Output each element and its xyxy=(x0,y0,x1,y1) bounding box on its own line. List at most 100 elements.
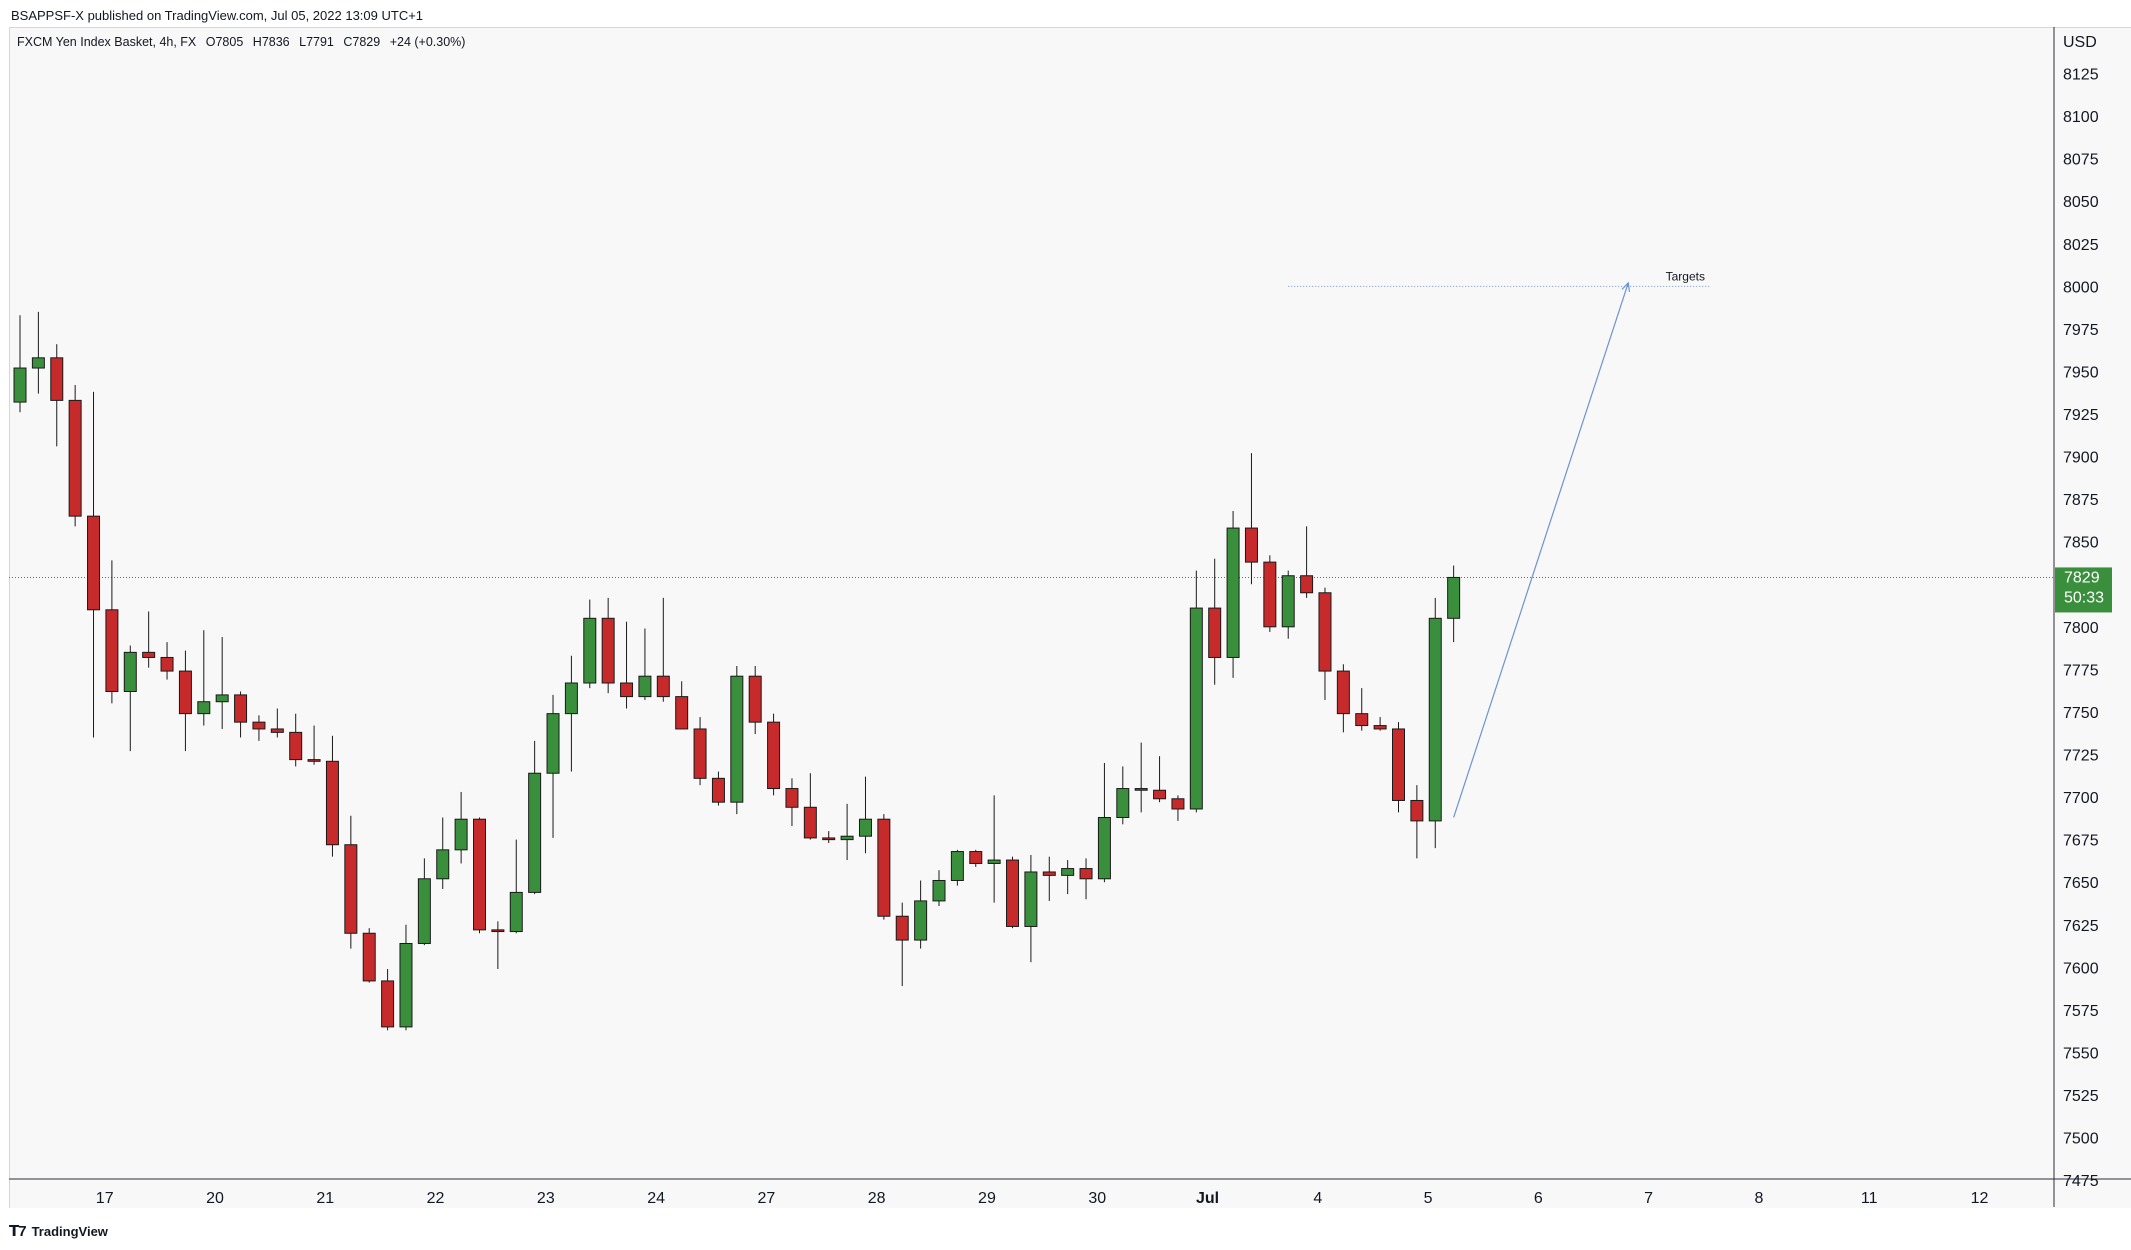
candle-body-down xyxy=(344,844,358,934)
candles-layer xyxy=(13,311,1461,1031)
price-tick-label: 8100 xyxy=(2063,109,2099,126)
candle-body-up xyxy=(1281,575,1295,628)
candle-body-up xyxy=(197,701,211,715)
price-tick-label: 8075 xyxy=(2063,152,2099,169)
candle-body-up xyxy=(31,357,45,369)
arrow-head-icon xyxy=(1621,281,1631,292)
price-tick-label: 7600 xyxy=(2063,960,2099,977)
price-tick-label: 7975 xyxy=(2063,322,2099,339)
legend-high: 7836 xyxy=(262,35,290,49)
candle-body-up xyxy=(215,694,229,703)
candle-body-down xyxy=(656,675,670,698)
price-tick-label: 7475 xyxy=(2063,1173,2099,1190)
time-tick-label: 12 xyxy=(1971,1190,1989,1207)
legend-symbol: FXCM Yen Index Basket, 4h, FX xyxy=(17,35,197,49)
candle-body-down xyxy=(307,759,321,762)
candle-body-down xyxy=(381,980,395,1028)
footer-brand: TradingView xyxy=(31,1223,108,1239)
price-tick-label: 8125 xyxy=(2063,67,2099,84)
price-tick-label: 7700 xyxy=(2063,790,2099,807)
legend-change: +24 (+0.30%) xyxy=(390,35,466,49)
candle-body-up xyxy=(417,878,431,944)
legend-low-label: L xyxy=(299,35,306,49)
candle-body-up xyxy=(509,891,523,933)
legend-open: 7805 xyxy=(215,35,243,49)
price-tick-label: 7900 xyxy=(2063,450,2099,467)
drawings-layer[interactable]: Targets xyxy=(1288,269,1711,818)
candle-body-down xyxy=(1318,592,1332,672)
last-price-label: 7829 50:33 xyxy=(2055,567,2112,613)
price-tick-label: 7550 xyxy=(2063,1045,2099,1062)
candle-body-down xyxy=(105,609,119,693)
candle-body-down xyxy=(1263,561,1277,628)
projection-arrow-line[interactable] xyxy=(1453,282,1629,818)
candle-body-down xyxy=(270,728,284,733)
legend-high-label: H xyxy=(253,35,262,49)
price-tick-label: 7675 xyxy=(2063,833,2099,850)
candle-body-down xyxy=(325,760,339,846)
candle-body-down xyxy=(803,806,817,839)
candle-body-down xyxy=(1300,575,1314,594)
candle-body-up xyxy=(436,849,450,880)
candle-body-up xyxy=(1061,868,1075,876)
time-tick-label: 6 xyxy=(1534,1190,1543,1207)
candle-body-up xyxy=(638,675,652,698)
price-tick-label: 7800 xyxy=(2063,620,2099,637)
candle-body-up xyxy=(950,851,964,881)
candle-body-up xyxy=(1189,607,1203,810)
candle-body-down xyxy=(50,357,64,401)
candle-body-up xyxy=(914,900,928,941)
price-tick-label: 7925 xyxy=(2063,407,2099,424)
price-tick-label: 7750 xyxy=(2063,705,2099,722)
candle-body-down xyxy=(693,728,707,779)
candle-body-down xyxy=(1006,859,1020,927)
price-tick-label: 7950 xyxy=(2063,364,2099,381)
legend-open-label: O xyxy=(206,35,216,49)
candle-body-down xyxy=(252,721,266,730)
candle-body-up xyxy=(858,818,872,837)
price-tick-label: 7850 xyxy=(2063,535,2099,552)
candle-body-down xyxy=(289,731,303,761)
time-tick-label: 20 xyxy=(206,1190,224,1207)
price-tick-label: 7875 xyxy=(2063,492,2099,509)
time-axis: 17 20 21 22 23 24 27 28 29 30 Jul 4 5 6 7 8 11 12 xyxy=(96,1190,1989,1207)
time-tick-label: Jul xyxy=(1196,1190,1219,1207)
price-tick-label: 7575 xyxy=(2063,1003,2099,1020)
candle-body-down xyxy=(1336,670,1350,715)
time-tick-label: 21 xyxy=(316,1190,334,1207)
candle-body-up xyxy=(546,713,560,774)
candle-body-down xyxy=(234,694,248,723)
time-tick-label: 11 xyxy=(1861,1190,1878,1207)
price-axis: 8125 8100 8075 8050 8025 8000 7975 7950 7925 7900… xyxy=(2063,67,2099,1191)
candle-body-down xyxy=(711,777,725,803)
chart-legend: FXCM Yen Index Basket, 4h, FX O7805 H783… xyxy=(17,35,465,49)
footer-branding[interactable]: 𝗧7 TradingView xyxy=(9,1222,108,1240)
candle-body-down xyxy=(1171,798,1185,810)
candle-body-down xyxy=(362,932,376,982)
target-label[interactable]: Targets xyxy=(1666,269,1705,283)
price-tick-label: 7650 xyxy=(2063,875,2099,892)
legend-close: 7829 xyxy=(352,35,380,49)
time-tick-label: 27 xyxy=(757,1190,775,1207)
candle-body-up xyxy=(528,772,542,893)
price-tick-label: 8050 xyxy=(2063,194,2099,211)
time-tick-label: 28 xyxy=(868,1190,886,1207)
candle-body-down xyxy=(675,696,689,730)
currency-label: USD xyxy=(2063,34,2097,51)
candle-body-up xyxy=(932,879,946,902)
legend-low: 7791 xyxy=(306,35,334,49)
bar-countdown: 50:33 xyxy=(2064,589,2104,606)
candle-body-up xyxy=(454,818,468,851)
candle-body-up xyxy=(1447,576,1461,619)
candle-body-down xyxy=(822,837,836,841)
chart-pane[interactable] xyxy=(9,27,2131,1208)
candle-body-down xyxy=(1134,788,1148,791)
legend-close-label: C xyxy=(343,35,352,49)
candle-body-up xyxy=(13,367,27,403)
candle-body-down xyxy=(1208,607,1222,658)
candle-body-up xyxy=(1097,816,1111,880)
candle-body-down xyxy=(1042,871,1056,876)
candle-body-down xyxy=(87,515,101,611)
time-tick-label: 23 xyxy=(537,1190,555,1207)
